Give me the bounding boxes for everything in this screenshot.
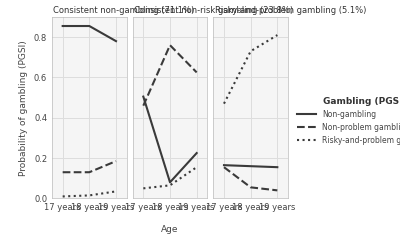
Text: Consistent non-gambling (71.1%): Consistent non-gambling (71.1%) (54, 6, 195, 15)
Y-axis label: Probability of gambling (PGSI): Probability of gambling (PGSI) (19, 40, 28, 175)
Legend: Non-gambling, Non-problem gambling, Risky-and-problem gambling: Non-gambling, Non-problem gambling, Risk… (294, 94, 400, 148)
Text: Risky-and-problem gambling (5.1%): Risky-and-problem gambling (5.1%) (215, 6, 366, 15)
Text: Age: Age (161, 225, 179, 234)
Text: Consistent non-risk gambling (23.8%): Consistent non-risk gambling (23.8%) (134, 6, 293, 15)
